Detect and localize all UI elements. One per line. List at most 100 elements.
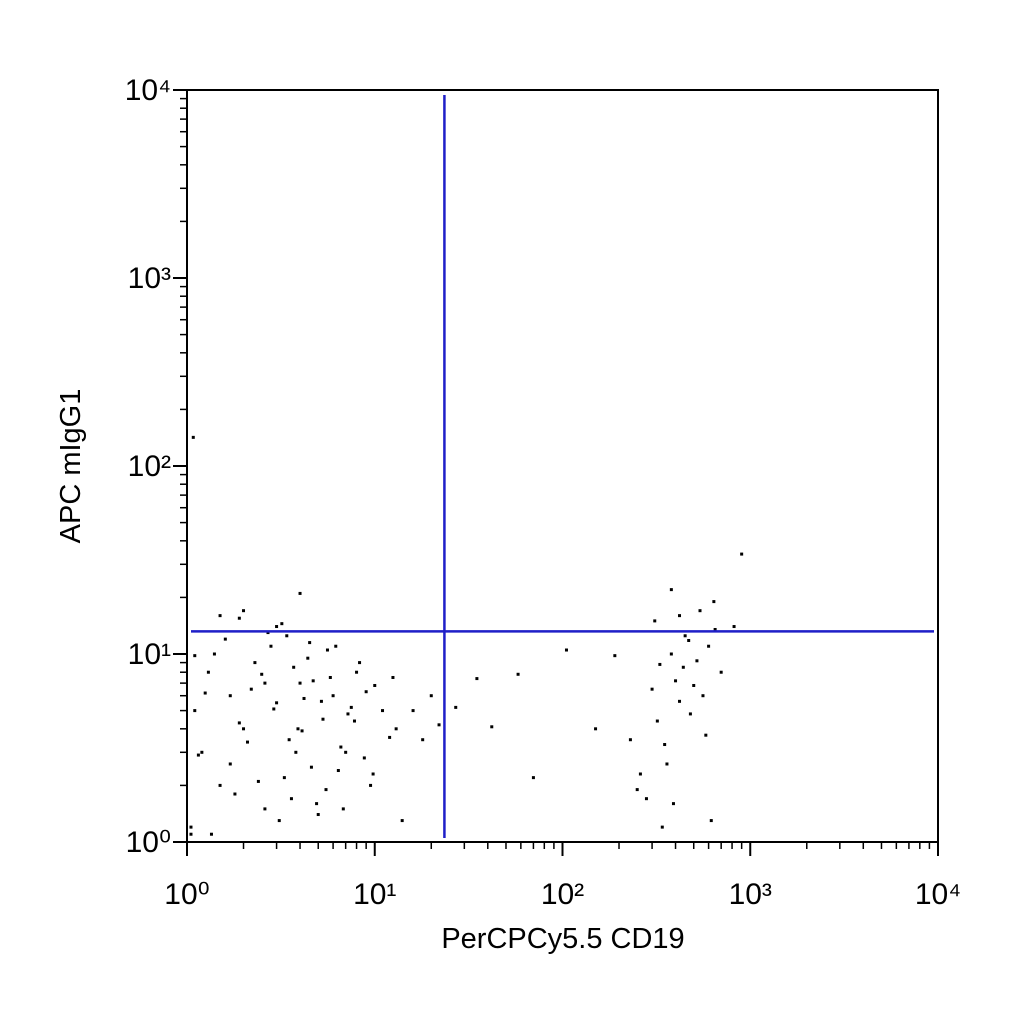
point [193, 654, 197, 658]
y-tick-label: 10¹ [128, 638, 171, 671]
point [311, 679, 315, 683]
point [300, 729, 304, 733]
point [242, 727, 246, 731]
point [189, 825, 193, 829]
point [373, 683, 377, 687]
point [475, 677, 479, 681]
y-axis-label: APC mIgG1 [55, 389, 87, 544]
point [272, 707, 276, 711]
point [371, 772, 375, 776]
point [218, 614, 222, 618]
point [306, 656, 310, 660]
point [319, 699, 323, 703]
point [635, 788, 639, 792]
point [249, 687, 253, 691]
point [349, 705, 353, 709]
point [709, 819, 713, 823]
point [334, 644, 338, 648]
point [692, 683, 696, 687]
point [237, 616, 241, 620]
point [678, 699, 682, 703]
point [325, 648, 329, 652]
point [437, 723, 441, 727]
point [411, 709, 415, 713]
point [209, 832, 213, 836]
point [308, 641, 312, 645]
point [200, 750, 204, 754]
point [287, 738, 291, 742]
point [358, 661, 362, 665]
point [688, 712, 692, 716]
point [315, 802, 319, 806]
point [628, 738, 632, 742]
point [263, 681, 267, 685]
point [289, 797, 293, 801]
point [594, 727, 598, 731]
point [203, 691, 207, 695]
point [698, 609, 702, 613]
point [346, 712, 350, 716]
point [740, 552, 744, 556]
point [294, 750, 298, 754]
point [671, 802, 675, 806]
point [364, 690, 368, 694]
point [429, 694, 433, 698]
point [674, 679, 678, 683]
point [712, 600, 716, 604]
x-axis-label: PerCPCy5.5 CD19 [441, 923, 684, 955]
point [355, 670, 359, 674]
point [336, 769, 340, 773]
point [245, 740, 249, 744]
point [531, 776, 535, 780]
point [687, 638, 691, 642]
point [316, 813, 320, 817]
point [660, 825, 664, 829]
point [658, 662, 662, 666]
point [339, 745, 343, 749]
point [292, 665, 296, 669]
point [421, 738, 425, 742]
point [228, 762, 232, 766]
point [260, 672, 264, 676]
point [212, 652, 216, 656]
point [653, 619, 657, 623]
plot-frame [186, 89, 939, 843]
point [233, 792, 237, 796]
x-tick-label: 10³ [729, 878, 772, 911]
point [189, 832, 193, 836]
point [324, 788, 328, 792]
point [490, 725, 494, 729]
point [275, 625, 279, 629]
point [344, 750, 348, 754]
point [613, 654, 617, 658]
point [669, 652, 673, 656]
point [237, 721, 241, 725]
point [681, 665, 685, 669]
point [701, 694, 705, 698]
point [644, 797, 648, 801]
y-tick-label: 10⁴ [125, 74, 171, 107]
y-tick-label: 10³ [128, 262, 171, 295]
point [516, 672, 520, 676]
x-tick-label: 10⁰ [164, 878, 209, 911]
point [298, 591, 302, 595]
point [454, 705, 458, 709]
point [285, 634, 289, 638]
x-tick-label: 10¹ [353, 878, 396, 911]
point [388, 735, 392, 739]
point [218, 783, 222, 787]
point [277, 819, 281, 823]
x-tick-label: 10² [541, 878, 584, 911]
point [704, 733, 708, 737]
point [193, 709, 197, 713]
point [683, 634, 687, 638]
point [191, 435, 195, 439]
point [391, 675, 395, 679]
point [394, 727, 398, 731]
point [321, 717, 325, 721]
point [269, 644, 273, 648]
point [669, 588, 673, 592]
point [381, 709, 385, 713]
